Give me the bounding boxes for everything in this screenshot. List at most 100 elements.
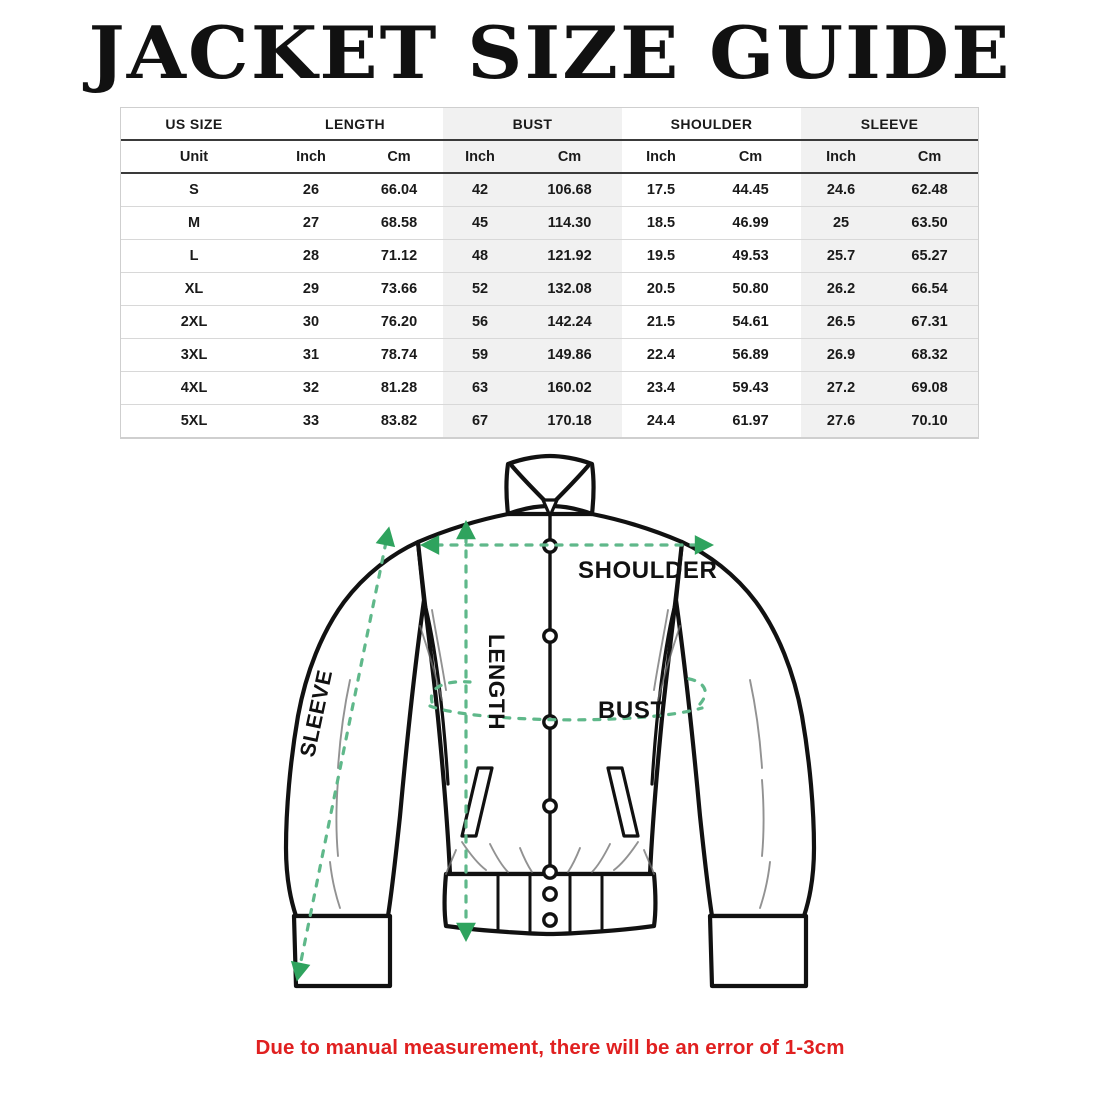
table-row: S 26 66.04 42 106.68 17.5 44.45 24.6 62.… (121, 173, 979, 207)
cell-sleeve-inch: 27.6 (801, 404, 882, 438)
jacket-diagram: SHOULDER LENGTH BUST SLEEVE (0, 450, 1100, 1030)
unit-sleeve-inch: Inch (801, 140, 882, 174)
cell-length-inch: 32 (267, 371, 355, 405)
sleeve-measure-line (290, 526, 396, 982)
table-group-header-row: US SIZE LENGTH BUST SHOULDER SLEEVE (121, 108, 979, 141)
snap-button (542, 864, 558, 880)
cell-sleeve-cm: 65.27 (881, 239, 979, 273)
table-row: 5XL 33 83.82 67 170.18 24.4 61.97 27.6 7… (121, 404, 979, 438)
cell-bust-inch: 42 (443, 173, 518, 207)
cell-length-inch: 31 (267, 338, 355, 372)
cell-length-cm: 78.74 (355, 338, 444, 372)
measurement-guides (290, 520, 715, 982)
unit-shoulder-cm: Cm (700, 140, 802, 174)
cell-shoulder-inch: 21.5 (622, 305, 701, 339)
cell-bust-cm: 149.86 (517, 338, 623, 372)
cell-sleeve-cm: 66.54 (881, 272, 979, 306)
cell-size: 5XL (121, 404, 267, 438)
cell-shoulder-inch: 19.5 (622, 239, 701, 273)
right-sleeve (673, 539, 817, 919)
cell-shoulder-cm: 56.89 (700, 338, 802, 372)
cell-shoulder-inch: 18.5 (622, 206, 701, 240)
cell-shoulder-cm: 44.45 (700, 173, 802, 207)
cell-sleeve-inch: 25 (801, 206, 882, 240)
table-row: L 28 71.12 48 121.92 19.5 49.53 25.7 65.… (121, 239, 979, 273)
unit-length-cm: Cm (355, 140, 444, 174)
table-row: 2XL 30 76.20 56 142.24 21.5 54.61 26.5 6… (121, 305, 979, 339)
cell-size: M (121, 206, 267, 240)
cell-sleeve-inch: 27.2 (801, 371, 882, 405)
cell-size: 3XL (121, 338, 267, 372)
cell-bust-inch: 59 (443, 338, 518, 372)
cell-bust-inch: 52 (443, 272, 518, 306)
cell-sleeve-inch: 25.7 (801, 239, 882, 273)
cell-bust-cm: 170.18 (517, 404, 623, 438)
cell-length-cm: 81.28 (355, 371, 444, 405)
cell-length-inch: 26 (267, 173, 355, 207)
unit-shoulder-inch: Inch (622, 140, 701, 174)
cell-bust-cm: 121.92 (517, 239, 623, 273)
cell-bust-cm: 114.30 (517, 206, 623, 240)
cell-sleeve-cm: 62.48 (881, 173, 979, 207)
label-bust: BUST (598, 697, 666, 724)
cell-sleeve-cm: 63.50 (881, 206, 979, 240)
cell-sleeve-inch: 26.9 (801, 338, 882, 372)
cell-length-inch: 29 (267, 272, 355, 306)
right-cuff (707, 913, 809, 989)
collar-notch (541, 498, 559, 518)
group-header-us-size: US SIZE (121, 108, 267, 141)
cell-length-inch: 28 (267, 239, 355, 273)
welt-pocket-right (606, 766, 640, 838)
cell-shoulder-cm: 46.99 (700, 206, 802, 240)
cell-shoulder-cm: 54.61 (700, 305, 802, 339)
cell-bust-cm: 142.24 (517, 305, 623, 339)
cell-sleeve-cm: 69.08 (881, 371, 979, 405)
bust-measure-line-main (428, 704, 704, 722)
snap-button-waistband (542, 886, 558, 902)
cell-sleeve-cm: 70.10 (881, 404, 979, 438)
snap-buttons (542, 538, 558, 928)
cell-shoulder-cm: 49.53 (700, 239, 802, 273)
cell-sleeve-cm: 67.31 (881, 305, 979, 339)
table-row: XL 29 73.66 52 132.08 20.5 50.80 26.2 66… (121, 272, 979, 306)
table-row: 3XL 31 78.74 59 149.86 22.4 56.89 26.9 6… (121, 338, 979, 372)
cell-sleeve-cm: 68.32 (881, 338, 979, 372)
cell-size: 4XL (121, 371, 267, 405)
snap-button-waistband (542, 912, 558, 928)
unit-bust-cm: Cm (517, 140, 623, 174)
cell-bust-inch: 56 (443, 305, 518, 339)
cell-length-inch: 30 (267, 305, 355, 339)
cell-length-cm: 68.58 (355, 206, 444, 240)
cell-length-cm: 71.12 (355, 239, 444, 273)
table-row: 4XL 32 81.28 63 160.02 23.4 59.43 27.2 6… (121, 371, 979, 405)
label-length: LENGTH (484, 634, 509, 730)
cell-size: L (121, 239, 267, 273)
cell-length-cm: 76.20 (355, 305, 444, 339)
cell-size: XL (121, 272, 267, 306)
table-row: M 27 68.58 45 114.30 18.5 46.99 25 63.50 (121, 206, 979, 240)
cell-bust-inch: 48 (443, 239, 518, 273)
armhole-seam-left (422, 598, 450, 786)
measurement-disclaimer: Due to manual measurement, there will be… (255, 1036, 845, 1059)
cell-shoulder-inch: 20.5 (622, 272, 701, 306)
cell-bust-inch: 67 (443, 404, 518, 438)
cell-shoulder-cm: 50.80 (700, 272, 802, 306)
group-header-length: LENGTH (267, 108, 444, 141)
cell-sleeve-inch: 24.6 (801, 173, 882, 207)
cell-length-cm: 83.82 (355, 404, 444, 438)
cell-bust-cm: 106.68 (517, 173, 623, 207)
snap-button (542, 714, 558, 730)
table-unit-header-row: Unit Inch Cm Inch Cm Inch Cm Inch Cm (121, 140, 979, 174)
cell-size: 2XL (121, 305, 267, 339)
cell-shoulder-inch: 17.5 (622, 173, 701, 207)
group-header-bust: BUST (443, 108, 623, 141)
cell-shoulder-inch: 24.4 (622, 404, 701, 438)
cell-shoulder-inch: 23.4 (622, 371, 701, 405)
bust-measure-line (429, 680, 472, 704)
unit-bust-inch: Inch (443, 140, 518, 174)
cell-sleeve-inch: 26.2 (801, 272, 882, 306)
cell-length-cm: 73.66 (355, 272, 444, 306)
cell-shoulder-cm: 61.97 (700, 404, 802, 438)
cell-bust-inch: 63 (443, 371, 518, 405)
cell-size: S (121, 173, 267, 207)
